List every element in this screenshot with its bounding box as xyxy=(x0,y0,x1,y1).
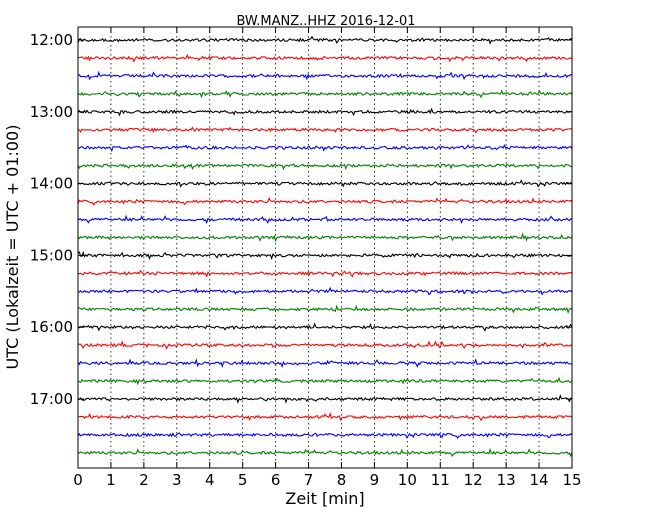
y-axis-label: UTC (Lokalzeit = UTC + 01:00) xyxy=(3,125,22,370)
x-tick-label-6: 6 xyxy=(271,471,281,489)
x-tick-label-0: 0 xyxy=(73,471,83,489)
y-tick-label-12:00: 12:00 xyxy=(30,31,73,49)
trace-1515 xyxy=(77,269,573,278)
trace-1500 xyxy=(77,250,573,261)
y-tick-label-14:00: 14:00 xyxy=(30,175,73,193)
x-tick-label-10: 10 xyxy=(398,471,417,489)
trace-1245 xyxy=(77,89,573,99)
trace-1545 xyxy=(77,304,573,314)
trace-1630 xyxy=(77,358,573,369)
plot-frame xyxy=(77,26,573,469)
trace-1730 xyxy=(77,432,573,439)
grid-lines xyxy=(110,27,540,468)
trace-1300 xyxy=(77,107,573,117)
x-tick-label-7: 7 xyxy=(304,471,314,489)
trace-1530 xyxy=(77,286,573,296)
trace-1715 xyxy=(77,411,573,422)
trace-1600 xyxy=(77,322,573,332)
trace-1200 xyxy=(77,35,573,45)
x-tick-label-8: 8 xyxy=(337,471,347,489)
x-tick-label-14: 14 xyxy=(530,471,549,489)
x-tick-label-15: 15 xyxy=(562,471,581,489)
y-axis-ticks: 12:00 13:00 14:00 15:00 16:00 17:00 xyxy=(30,31,572,408)
x-tick-label-5: 5 xyxy=(238,471,248,489)
y-tick-label-15:00: 15:00 xyxy=(30,246,73,264)
x-tick-label-13: 13 xyxy=(497,471,516,489)
trace-1315 xyxy=(77,126,573,134)
x-axis-label: Zeit [min] xyxy=(285,489,364,508)
x-tick-label-4: 4 xyxy=(205,471,215,489)
x-tick-label-3: 3 xyxy=(172,471,182,489)
trace-1745 xyxy=(77,447,573,458)
trace-1230 xyxy=(77,70,573,81)
x-tick-label-2: 2 xyxy=(139,471,149,489)
x-axis-ticks: 0 1 2 3 4 5 6 7 8 9 10 11 12 13 14 15 xyxy=(73,27,582,489)
x-tick-label-1: 1 xyxy=(106,471,116,489)
chart-title: BW.MANZ..HHZ 2016-12-01 xyxy=(236,14,415,29)
trace-1430 xyxy=(77,214,573,225)
trace-1615 xyxy=(77,340,573,350)
x-tick-label-12: 12 xyxy=(464,471,483,489)
trace-1330 xyxy=(77,144,573,153)
trace-1215 xyxy=(77,53,573,63)
trace-1700 xyxy=(77,394,573,405)
x-tick-label-11: 11 xyxy=(431,471,450,489)
trace-1445 xyxy=(77,232,573,243)
trace-1400 xyxy=(77,179,573,188)
trace-1645 xyxy=(77,376,573,386)
y-tick-label-16:00: 16:00 xyxy=(30,318,73,336)
traces xyxy=(77,35,573,458)
trace-1345 xyxy=(77,163,573,171)
y-tick-label-17:00: 17:00 xyxy=(30,390,73,408)
x-tick-label-9: 9 xyxy=(370,471,380,489)
trace-1415 xyxy=(77,196,573,206)
y-tick-label-13:00: 13:00 xyxy=(30,103,73,121)
